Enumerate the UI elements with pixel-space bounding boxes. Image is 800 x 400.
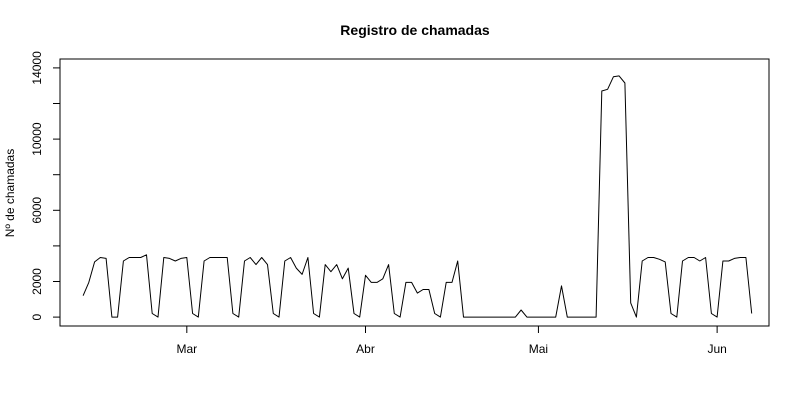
y-tick-label: 2000: [30, 268, 44, 295]
series-line: [82, 75, 753, 318]
x-tick-label: Jun: [707, 342, 726, 356]
chart-title: Registro de chamadas: [340, 22, 490, 38]
y-tick-label: 0: [30, 313, 44, 320]
x-tick-label: Mar: [176, 342, 197, 356]
y-tick-label: 10000: [30, 122, 44, 156]
x-tick-label: Abr: [356, 342, 375, 356]
series-layer: [82, 75, 753, 318]
y-tick-label: 6000: [30, 197, 44, 224]
x-tick-label: Mai: [529, 342, 548, 356]
plot-frame: [59, 58, 770, 327]
y-axis-label: Nº de chamadas: [3, 149, 17, 237]
y-axis: 0 2000 6000 10000 14000: [30, 51, 61, 320]
y-tick-label: 14000: [30, 51, 44, 85]
x-axis: Mar Abr Mai Jun: [176, 325, 727, 356]
